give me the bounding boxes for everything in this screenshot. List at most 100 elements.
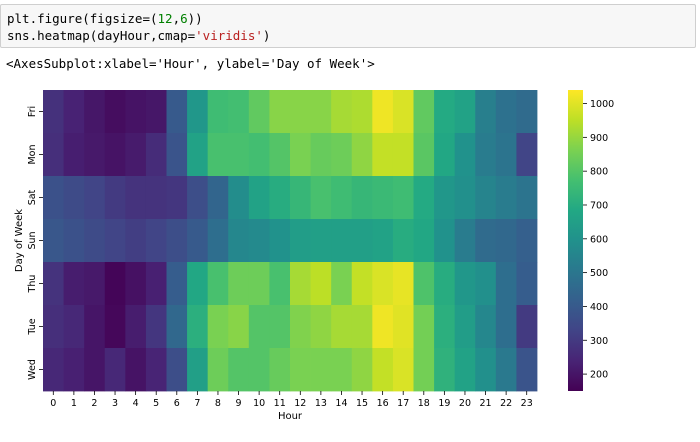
heatmap-cell: [372, 262, 394, 306]
colorbar-tick-label: 400: [590, 302, 608, 313]
heatmap-cell: [516, 176, 538, 220]
heatmap-cell: [434, 348, 456, 392]
heatmap-cell: [125, 262, 147, 306]
x-tick-label: 11: [274, 398, 286, 409]
heatmap-cell: [290, 305, 311, 349]
heatmap-cell: [310, 176, 332, 220]
y-tick-label: Sat: [27, 189, 38, 205]
heatmap-cell: [228, 133, 250, 177]
heatmap-cell: [248, 262, 270, 306]
heatmap-cell: [413, 348, 435, 392]
heatmap-cell: [454, 348, 476, 392]
colorbar-tick-label: 900: [590, 133, 608, 144]
heatmap-cell: [434, 305, 456, 349]
heatmap-cell: [392, 90, 414, 134]
x-tick-label: 17: [397, 398, 409, 409]
heatmap-cell: [413, 305, 435, 349]
y-tick-label: Tue: [27, 318, 38, 335]
x-axis: 0 1 2 3 4 5 6 7 8 9 10 11 12 13 14 15 16 17 18 19 20 21 22 23: [50, 391, 533, 409]
heatmap-cell: [207, 176, 229, 220]
heatmap-cell: [166, 305, 188, 349]
heatmap-cell: [331, 90, 353, 134]
heatmap-cell: [475, 262, 497, 306]
x-tick-label: 0: [50, 398, 56, 409]
heatmap-cell: [269, 90, 291, 134]
heatmap-cell: [331, 305, 353, 349]
colorbar-ticks: 200 300 400 500 600 700 800 900 1000: [583, 99, 614, 381]
heatmap-cell: [331, 133, 353, 177]
heatmap-cell: [187, 305, 209, 349]
heatmap-cell: [207, 348, 229, 392]
heatmap-cell: [248, 176, 270, 220]
x-tick-label: 7: [194, 398, 200, 409]
heatmap-cell: [495, 305, 517, 349]
heatmap-cell: [372, 305, 394, 349]
heatmap-cell: [475, 90, 497, 134]
heatmap-cell: [84, 262, 106, 306]
heatmap-cell: [248, 90, 270, 134]
heatmap-cell: [207, 133, 229, 177]
heatmap-cell: [413, 133, 435, 177]
code-token: plt.figure(figsize=(: [7, 11, 158, 26]
colorbar-tick-label: 200: [590, 370, 608, 381]
heatmap-cell: [495, 133, 517, 177]
heatmap-cell: [248, 219, 270, 263]
y-tick-label: Fri: [27, 106, 38, 117]
heatmap-cell: [228, 305, 250, 349]
heatmap-cell: [516, 133, 538, 177]
x-tick-label: 12: [294, 398, 306, 409]
code-line-2: sns.heatmap(dayHour,cmap='viridis'): [7, 28, 270, 43]
heatmap-cell: [84, 305, 106, 349]
heatmap-cell: [454, 262, 476, 306]
y-axis: Fri Mon Sat Sun Thu Tue Wed: [27, 106, 43, 380]
x-tick-label: 14: [335, 398, 347, 409]
heatmap-cell: [475, 176, 497, 220]
heatmap-cell: [310, 305, 332, 349]
heatmap-cell: [145, 262, 167, 306]
heatmap-cell: [269, 348, 291, 392]
heatmap-cell: [43, 133, 64, 177]
heatmap-cell: [63, 90, 85, 134]
heatmap-cell: [166, 348, 188, 392]
x-tick-label: 6: [174, 398, 180, 409]
heatmap-cell: [145, 176, 167, 220]
colorbar-tick-label: 500: [590, 268, 608, 279]
heatmap-cell: [187, 90, 209, 134]
heatmap-cell: [104, 219, 126, 263]
heatmap-cell: [475, 305, 497, 349]
heatmap-cell: [454, 90, 476, 134]
heatmap-cell: [454, 305, 476, 349]
heatmap-cell: [207, 262, 229, 306]
code-number: 12: [157, 11, 173, 26]
heatmap-cell: [269, 219, 291, 263]
heatmap-cell: [454, 176, 476, 220]
heatmap-cells: [43, 90, 538, 392]
heatmap-cell: [331, 219, 353, 263]
heatmap-cell: [228, 90, 250, 134]
x-tick-label: 13: [315, 398, 327, 409]
heatmap-cell: [43, 348, 64, 392]
heatmap-cell: [372, 176, 394, 220]
heatmap-cell: [413, 262, 435, 306]
heatmap-cell: [228, 219, 250, 263]
heatmap-cell: [516, 90, 538, 134]
y-tick-label: Wed: [27, 359, 38, 380]
heatmap-cell: [63, 305, 85, 349]
colorbar-tick-label: 700: [590, 200, 608, 211]
cell-output-text: <AxesSubplot:xlabel='Hour', ylabel='Day …: [6, 56, 375, 71]
heatmap-cell: [495, 262, 517, 306]
heatmap-cell: [310, 348, 332, 392]
code-token: sns.heatmap(dayHour,cmap=: [7, 28, 196, 43]
heatmap-cell: [372, 219, 394, 263]
x-tick-label: 23: [521, 398, 533, 409]
x-tick-label: 1: [71, 398, 77, 409]
code-token: ): [262, 28, 271, 43]
heatmap-cell: [351, 348, 373, 392]
code-cell[interactable]: plt.figure(figsize=(12,6)) sns.heatmap(d…: [0, 4, 696, 48]
heatmap-cell: [248, 133, 270, 177]
heatmap-cell: [372, 348, 394, 392]
heatmap-cell: [269, 305, 291, 349]
heatmap-cell: [104, 305, 126, 349]
heatmap-cell: [84, 348, 106, 392]
heatmap-chart: 0 1 2 3 4 5 6 7 8 9 10 11 12 13 14 15 16 17 18 19 20 21 22 23 F…: [14, 90, 614, 422]
